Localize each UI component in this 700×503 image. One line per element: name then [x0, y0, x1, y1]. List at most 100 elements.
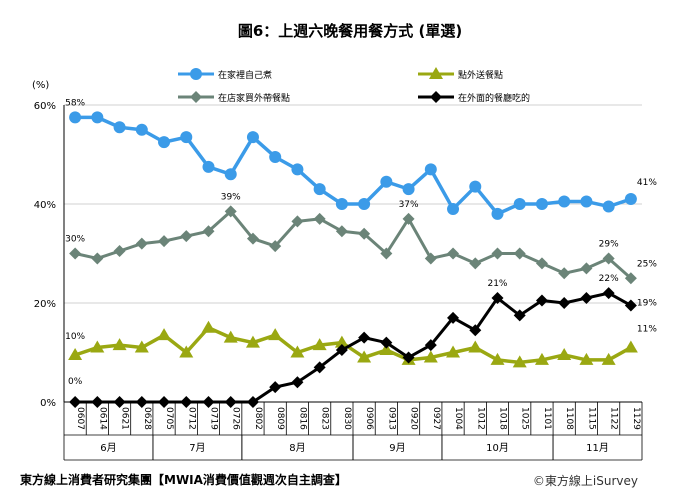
data-point: [423, 350, 438, 363]
x-tick-label: 0816: [297, 407, 307, 430]
x-tick-label: 0719: [209, 407, 219, 430]
data-point: [224, 168, 237, 181]
data-point: [424, 339, 437, 352]
x-tick-label: 1129: [631, 407, 641, 430]
data-point: [535, 294, 548, 307]
data-point: [291, 215, 304, 228]
source-note: 東方線上消費者研究集團【MWIA消費價值觀週次自主調查】: [20, 473, 347, 487]
data-point: [180, 396, 193, 408]
data-label: 58%: [65, 98, 85, 108]
data-point: [224, 396, 237, 408]
data-label: 25%: [637, 259, 657, 269]
data-point: [602, 287, 615, 300]
x-tick-label: 1115: [586, 407, 596, 430]
x-tick-label: 1018: [498, 407, 508, 430]
series-line: [75, 291, 632, 404]
series-line: [74, 209, 632, 280]
x-tick-label: 0913: [386, 407, 396, 430]
legend-label: 在外面的餐廳吃的: [458, 92, 530, 104]
data-label: 21%: [487, 279, 507, 289]
data-point: [602, 200, 615, 213]
data-point: [335, 225, 348, 238]
data-point: [512, 355, 527, 368]
y-tick-label: 60%: [34, 101, 56, 112]
data-point: [379, 343, 394, 356]
data-point: [446, 345, 461, 358]
data-label: 30%: [65, 235, 85, 245]
data-point: [469, 324, 482, 337]
data-label: 41%: [637, 178, 657, 188]
x-tick-label: 0802: [253, 407, 263, 430]
data-point: [158, 235, 171, 248]
data-point: [69, 396, 82, 408]
data-point: [580, 292, 593, 305]
data-point: [624, 272, 637, 285]
data-point: [358, 227, 371, 240]
data-point: [624, 193, 637, 206]
data-point: [513, 198, 526, 210]
data-point: [468, 340, 483, 353]
data-point: [313, 183, 326, 196]
data-point: [358, 198, 371, 210]
data-point: [201, 320, 216, 333]
data-point: [135, 237, 148, 250]
data-label: 19%: [637, 298, 657, 308]
data-point: [557, 347, 572, 360]
data-point: [402, 351, 415, 364]
data-point: [180, 131, 193, 144]
data-point: [334, 335, 349, 348]
data-label: 37%: [399, 200, 419, 210]
y-tick-label: 20%: [34, 299, 56, 310]
data-point: [68, 347, 83, 360]
x-tick-label: 0621: [120, 407, 130, 430]
data-point: [491, 247, 504, 260]
chart-title: 圖6：上週六晚餐用餐方式 (單選): [237, 22, 463, 40]
y-tick-label: 40%: [34, 200, 56, 211]
data-point: [558, 267, 571, 280]
data-point: [202, 396, 215, 408]
month-label: 7月: [189, 442, 205, 454]
series-line: [75, 115, 632, 216]
month-label: 8月: [289, 442, 305, 454]
x-tick-label: 0628: [142, 407, 152, 430]
data-point: [291, 376, 304, 389]
data-point: [313, 212, 326, 225]
data-point: [535, 198, 548, 210]
data-point: [246, 131, 259, 144]
y-axis-label: (%): [32, 80, 49, 91]
data-point: [491, 207, 504, 220]
data-point: [402, 212, 415, 225]
y-tick-label: 0%: [40, 398, 56, 409]
data-point: [290, 345, 305, 358]
data-point: [469, 257, 482, 270]
data-point: [224, 205, 237, 218]
data-label: 10%: [65, 332, 85, 342]
month-label: 10月: [486, 442, 509, 454]
data-label: 0%: [68, 377, 83, 387]
month-label: 9月: [389, 442, 405, 454]
data-point: [313, 361, 326, 374]
data-point: [558, 195, 571, 208]
legend-swatch-marker: [190, 91, 202, 103]
data-point: [202, 160, 215, 173]
data-point: [380, 247, 393, 260]
x-tick-label: 0906: [364, 407, 374, 430]
x-tick-label: 0705: [164, 407, 174, 430]
data-point: [113, 396, 126, 408]
data-point: [534, 352, 549, 365]
data-label: 39%: [221, 192, 241, 202]
x-tick-label: 0712: [186, 407, 196, 430]
data-point: [447, 247, 460, 260]
x-tick-label: 0823: [320, 407, 330, 430]
x-tick-label: 1004: [453, 407, 463, 430]
data-point: [91, 396, 104, 408]
data-point: [246, 396, 259, 408]
data-point: [69, 111, 82, 124]
data-point: [179, 345, 194, 358]
data-point: [246, 232, 259, 245]
x-tick-label: 0920: [409, 407, 419, 430]
data-point: [269, 240, 282, 253]
data-point: [269, 150, 282, 163]
month-label: 11月: [586, 442, 609, 454]
